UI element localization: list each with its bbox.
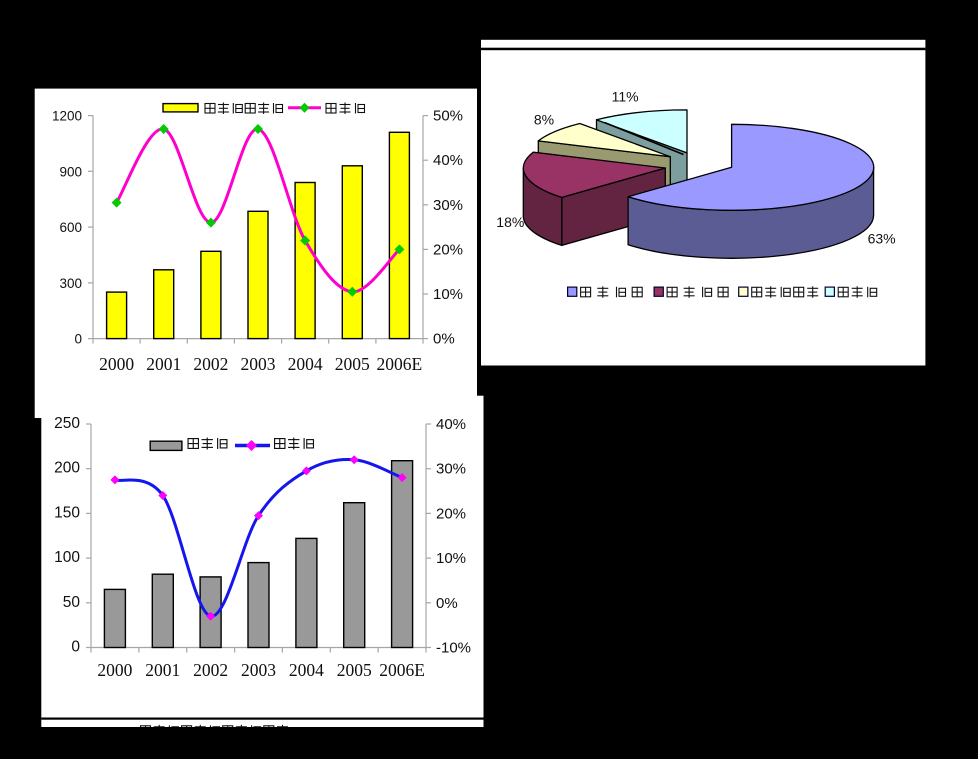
svg-text:2001: 2001 [145, 660, 180, 680]
svg-text:8%: 8% [534, 112, 554, 128]
svg-text:40%: 40% [436, 416, 466, 433]
svg-text:2005: 2005 [335, 354, 370, 374]
svg-text:63%: 63% [868, 231, 896, 247]
svg-text:2005: 2005 [337, 660, 372, 680]
svg-text:20%: 20% [433, 241, 463, 258]
svg-text:100: 100 [54, 549, 80, 566]
svg-text:50%: 50% [433, 108, 463, 125]
svg-text:50: 50 [63, 594, 81, 611]
svg-text:0: 0 [71, 639, 80, 656]
svg-text:2004: 2004 [289, 660, 324, 680]
svg-text:600: 600 [59, 220, 82, 235]
svg-text:2004: 2004 [288, 354, 323, 374]
svg-text:20%: 20% [436, 505, 466, 522]
svg-text:2002: 2002 [193, 660, 228, 680]
svg-text:2006E: 2006E [379, 660, 425, 680]
svg-text:0: 0 [74, 332, 82, 347]
svg-text:40%: 40% [433, 152, 463, 169]
svg-text:250: 250 [54, 415, 80, 432]
svg-text:2006E: 2006E [377, 354, 423, 374]
svg-text:1200: 1200 [52, 109, 82, 124]
svg-text:2003: 2003 [241, 354, 276, 374]
svg-text:11%: 11% [612, 89, 639, 105]
svg-text:2000: 2000 [97, 660, 132, 680]
svg-text:300: 300 [59, 276, 82, 291]
svg-text:2000: 2000 [99, 354, 134, 374]
svg-text:150: 150 [54, 504, 80, 521]
svg-text:0%: 0% [433, 331, 455, 348]
svg-text:-10%: -10% [436, 640, 471, 657]
svg-text:10%: 10% [433, 286, 463, 303]
svg-text:0%: 0% [436, 595, 458, 612]
svg-text:2003: 2003 [241, 660, 276, 680]
svg-text:30%: 30% [433, 197, 463, 214]
svg-text:18%: 18% [496, 214, 524, 230]
svg-text:30%: 30% [436, 461, 466, 478]
svg-text:2002: 2002 [193, 354, 228, 374]
svg-text:10%: 10% [436, 550, 466, 567]
svg-text:200: 200 [54, 460, 80, 477]
svg-text:900: 900 [59, 164, 82, 179]
svg-text:2001: 2001 [146, 354, 181, 374]
